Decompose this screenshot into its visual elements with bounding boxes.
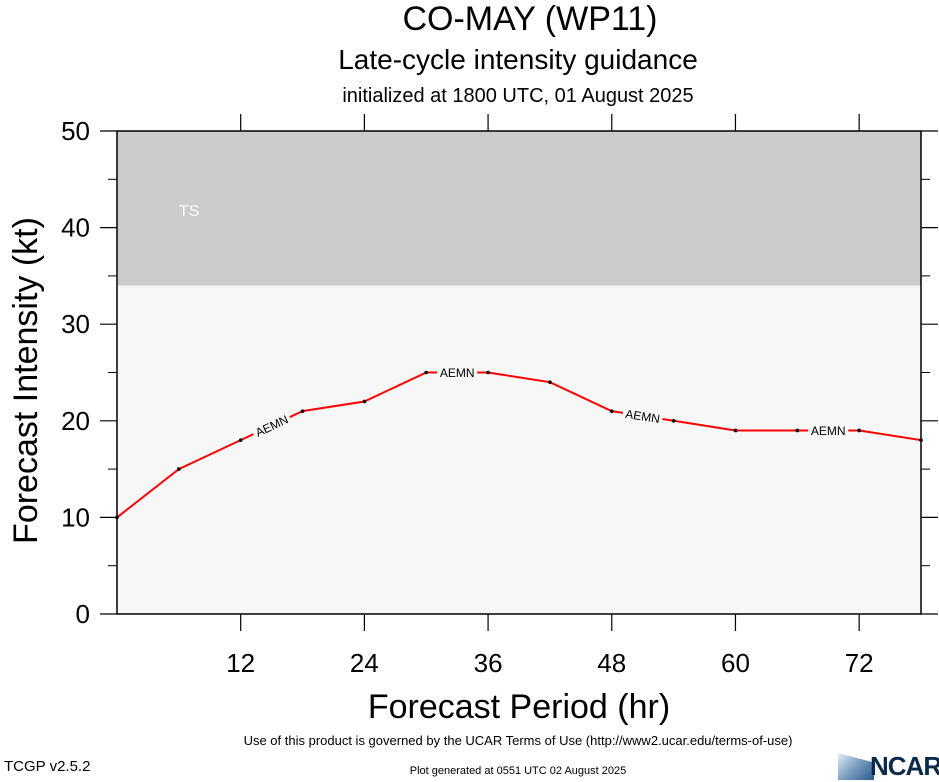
series-point bbox=[548, 380, 552, 384]
tick-labels: 0 10 20 30 40 50 12 24 36 48 60 72 bbox=[61, 116, 874, 678]
series-point bbox=[795, 428, 800, 433]
version-text: TCGP v2.5.2 bbox=[4, 758, 91, 775]
series-point bbox=[671, 419, 676, 423]
series-label-bg bbox=[621, 405, 664, 426]
band-label-0: TS bbox=[179, 203, 199, 220]
ncar-logo: NCAR bbox=[838, 751, 939, 781]
band-1 bbox=[117, 285, 921, 614]
x-tick-label: 60 bbox=[721, 648, 750, 678]
y-tick-label: 30 bbox=[61, 309, 90, 339]
series-label-group: AEMN bbox=[621, 405, 664, 426]
y-tick-label: 50 bbox=[61, 116, 90, 146]
series-point bbox=[115, 515, 119, 520]
chart-subtitle: Late-cycle intensity guidance bbox=[338, 44, 698, 75]
series-line-0 bbox=[116, 371, 922, 519]
series-label-bg bbox=[250, 410, 293, 441]
plot-frame bbox=[116, 130, 922, 615]
series-point bbox=[362, 399, 367, 404]
y-tick-label: 40 bbox=[61, 213, 90, 243]
series-label-bg bbox=[437, 365, 478, 380]
x-tick-label: 48 bbox=[597, 648, 626, 678]
series-label-group: AEMN bbox=[808, 423, 849, 438]
series-point bbox=[177, 467, 181, 471]
chart-init-time: initialized at 1800 UTC, 01 August 2025 bbox=[342, 85, 694, 107]
series-label: AEMN bbox=[811, 424, 846, 438]
series-point bbox=[424, 370, 429, 375]
series-label: AEMN bbox=[440, 366, 475, 380]
series-label-bg bbox=[808, 423, 849, 438]
series-point bbox=[300, 409, 305, 413]
axis-ticks bbox=[100, 114, 938, 631]
series-label-group: AEMN bbox=[437, 365, 478, 380]
y-tick-label: 0 bbox=[76, 599, 90, 629]
series-point bbox=[238, 438, 243, 442]
y-tick-label: 10 bbox=[61, 502, 90, 532]
series-point bbox=[609, 409, 614, 413]
terms-of-use-text: Use of this product is governed by the U… bbox=[243, 733, 793, 748]
series-point bbox=[919, 438, 923, 442]
ncar-logo-mark bbox=[838, 753, 874, 780]
series-label: AEMN bbox=[624, 407, 660, 426]
chart-title: CO-MAY (WP11) bbox=[402, 0, 658, 38]
series-point bbox=[733, 428, 738, 433]
series-point bbox=[486, 370, 490, 375]
y-axis-label: Forecast Intensity (kt) bbox=[7, 217, 45, 544]
x-tick-label: 72 bbox=[845, 648, 874, 678]
x-tick-label: 36 bbox=[474, 648, 503, 678]
x-tick-label: 24 bbox=[350, 648, 379, 678]
band-0 bbox=[117, 131, 921, 286]
ncar-logo-text: NCAR bbox=[870, 751, 939, 781]
x-axis-label: Forecast Period (hr) bbox=[368, 688, 670, 726]
x-tick-label: 12 bbox=[226, 648, 255, 678]
series-point bbox=[857, 428, 861, 433]
intensity-bands: TS bbox=[117, 131, 921, 614]
y-tick-label: 20 bbox=[61, 406, 90, 436]
generated-time-text: Plot generated at 0551 UTC 02 August 202… bbox=[409, 765, 627, 777]
